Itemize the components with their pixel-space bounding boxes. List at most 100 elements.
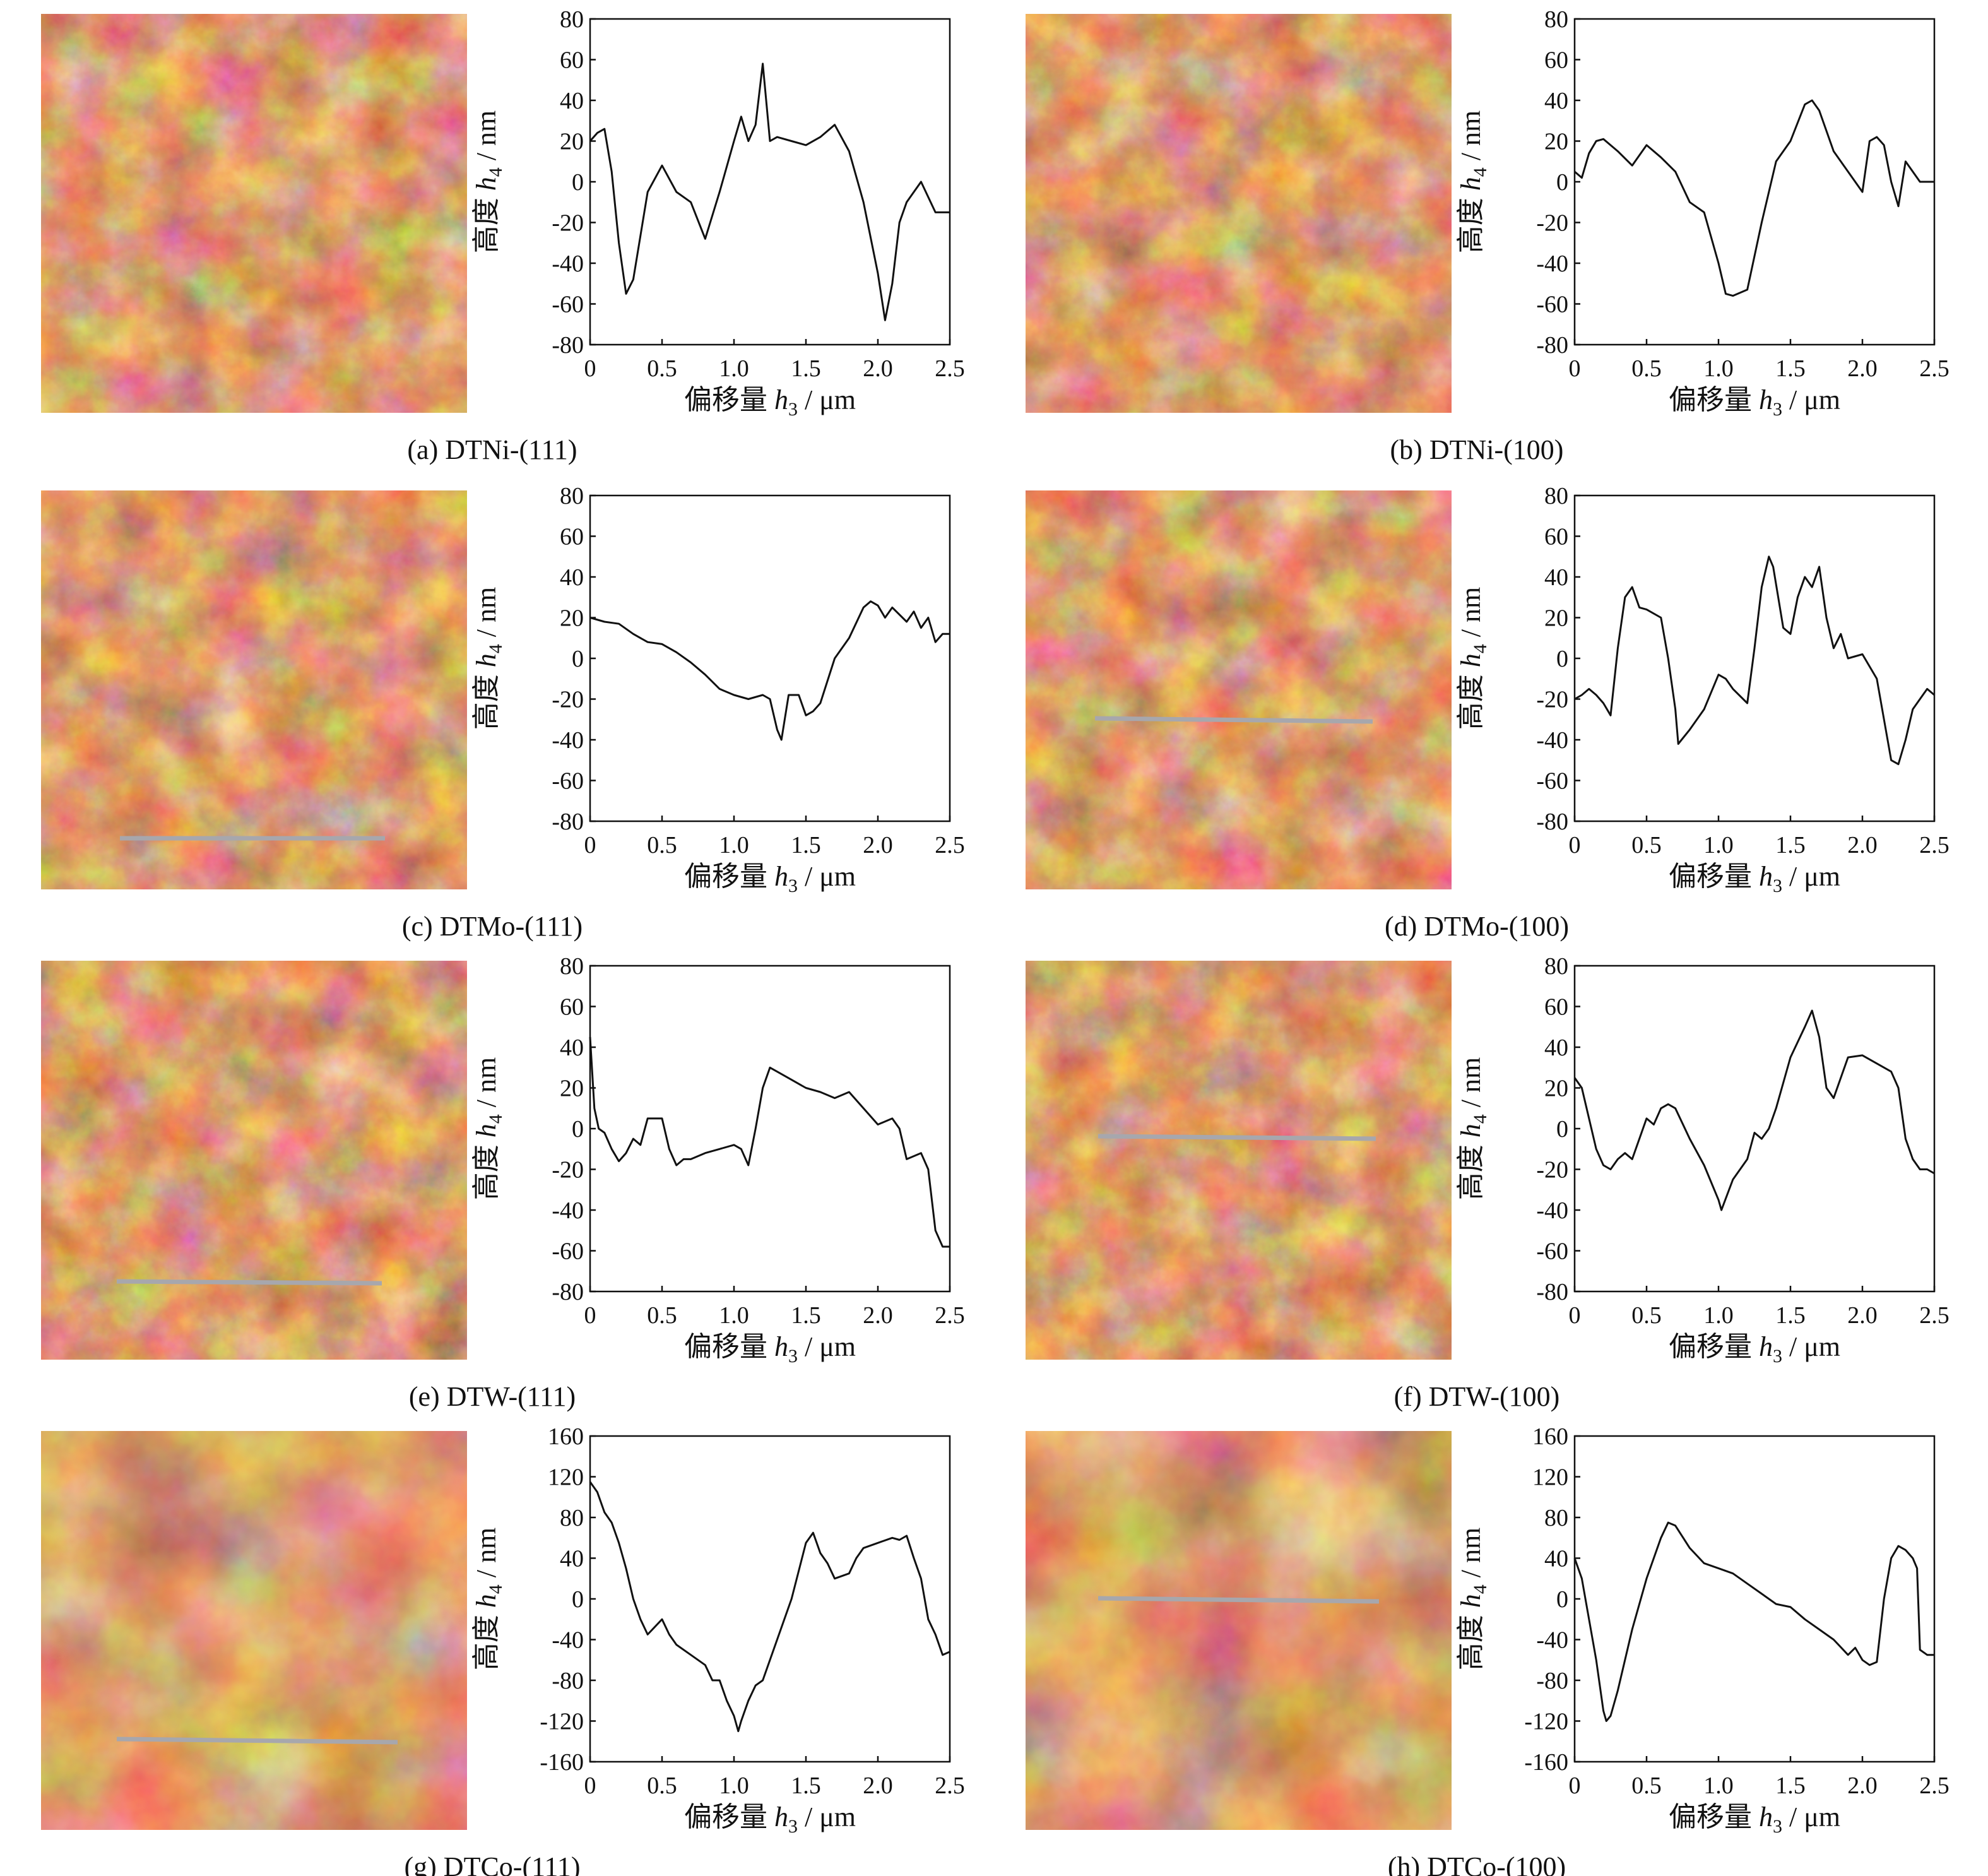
y-tick-label: -40 [1536,727,1568,754]
x-tick-label: 2.0 [863,1772,893,1799]
y-tick-label: 20 [560,1076,584,1102]
y-tick-label: -40 [552,727,584,754]
y-tick-label: -80 [552,1668,584,1694]
y-axis-label: 高度 h4 / nm [1455,1057,1491,1200]
height-profile-series [1573,1009,1935,1211]
y-tick-label: 160 [548,1423,584,1450]
y-tick-label: -20 [1536,1157,1568,1184]
y-tick-label: 80 [1544,953,1568,980]
profile-chart: -80 -60 -40 -20 0 20 40 60 80 0 0.5 1.0 1.5 2.0 2.5 偏移量… [471,6,965,420]
scan-line [1094,716,1373,724]
y-tick-label: 0 [572,1586,584,1613]
y-tick-label: -160 [1524,1749,1568,1776]
panel-b: -80 -60 -40 -20 0 20 40 60 80 0 0.5 1.0 1.5 2.0 2.5 偏移量… [1026,6,1950,465]
x-tick-label: 0 [584,1772,596,1799]
x-tick-label: 1.0 [719,1302,749,1329]
x-tick-label: 2.0 [1847,355,1878,382]
x-tick-label: 0 [1569,1772,1581,1799]
x-tick-label: 1.5 [1775,355,1806,382]
x-tick-label: 1.0 [719,1772,749,1799]
panel-c: -80 -60 -40 -20 0 20 40 60 80 0 0.5 1.0 1.5 2.0 2.5 偏移量… [41,483,965,942]
panel-a: -80 -60 -40 -20 0 20 40 60 80 0 0.5 1.0 1.5 2.0 2.5 偏移量… [41,6,965,465]
panel-f: -80 -60 -40 -20 0 20 40 60 80 0 0.5 1.0 1.5 2.0 2.5 偏移量… [1026,953,1950,1412]
y-axis-label: 高度 h4 / nm [471,1528,506,1670]
y-tick-label: 0 [572,1116,584,1143]
afm-image [1026,1431,1452,1830]
x-tick-label: 1.5 [1775,1302,1806,1329]
y-tick-label: -80 [1536,332,1568,359]
y-tick-label: 120 [548,1464,584,1491]
panel-caption: (h) DTCo-(100) [1388,1851,1566,1876]
x-axis-label: 偏移量 h3 / μm [684,1331,856,1367]
y-tick-label: 60 [1544,994,1568,1021]
profile-chart: -80 -60 -40 -20 0 20 40 60 80 0 0.5 1.0 1.5 2.0 2.5 偏移量… [471,483,965,896]
scan-line [116,1279,382,1286]
y-tick-label: 40 [1544,1035,1568,1061]
profile-chart: -160 -120 -80 -40 0 40 80 120 160 0 0.5 1.0 1.5 2.0 2.… [471,1423,965,1837]
y-tick-label: 40 [560,564,584,591]
afm-image [41,1431,467,1830]
y-tick-label: -80 [1536,809,1568,835]
y-tick-label: -60 [552,292,584,318]
x-tick-label: 1.5 [791,1772,821,1799]
afm-image-texture [1026,961,1452,1360]
panel-caption: (d) DTMo-(100) [1385,911,1569,942]
x-tick-label: 1.0 [1703,832,1734,858]
x-tick-label: 2.5 [935,1302,965,1329]
panel-e: -80 -60 -40 -20 0 20 40 60 80 0 0.5 1.0 1.5 2.0 2.5 偏移量… [41,953,965,1412]
y-tick-label: -80 [552,1279,584,1305]
y-tick-label: 40 [560,88,584,114]
y-tick-label: 40 [1544,1546,1568,1572]
y-tick-label: 0 [572,646,584,672]
x-tick-label: 2.5 [935,832,965,858]
y-tick-label: 20 [1544,129,1568,155]
y-tick-label: 80 [1544,1505,1568,1531]
y-tick-label: -20 [552,210,584,237]
x-tick-label: 0.5 [647,1772,677,1799]
profile-chart: -80 -60 -40 -20 0 20 40 60 80 0 0.5 1.0 1.5 2.0 2.5 偏移量… [1455,953,1950,1367]
afm-image [41,490,467,889]
y-tick-label: -60 [1536,1238,1568,1265]
y-tick-label: 80 [560,1505,584,1531]
profile-chart: -80 -60 -40 -20 0 20 40 60 80 0 0.5 1.0 1.5 2.0 2.5 偏移量… [1455,6,1950,420]
y-tick-label: 20 [1544,605,1568,632]
panel-caption: (g) DTCo-(111) [405,1851,581,1876]
scan-line [1098,1596,1380,1604]
afm-image-texture [41,14,467,413]
y-tick-label: -40 [1536,1627,1568,1654]
y-tick-label: -40 [1536,251,1568,277]
x-tick-label: 2.0 [863,832,893,858]
y-tick-label: 80 [1544,483,1568,509]
y-axis-label: 高度 h4 / nm [1455,587,1491,730]
afm-image [41,961,467,1360]
height-profile-series [589,1481,950,1733]
y-tick-label: -40 [552,1627,584,1654]
y-axis-label: 高度 h4 / nm [471,1057,506,1200]
x-axis-label: 偏移量 h3 / μm [684,384,856,420]
afm-image-texture [1026,1431,1452,1830]
x-tick-label: 1.0 [1703,1302,1734,1329]
profile-chart: -80 -60 -40 -20 0 20 40 60 80 0 0.5 1.0 1.5 2.0 2.5 偏移量… [1455,483,1950,896]
x-axis-label: 偏移量 h3 / μm [1669,1331,1840,1367]
y-tick-label: -40 [1536,1197,1568,1224]
x-tick-label: 0.5 [1631,832,1662,858]
y-tick-label: -80 [552,809,584,835]
panel-d: -80 -60 -40 -20 0 20 40 60 80 0 0.5 1.0 1.5 2.0 2.5 偏移量… [1026,483,1950,942]
x-tick-label: 2.5 [935,1772,965,1799]
x-tick-label: 2.0 [1847,1772,1878,1799]
y-tick-label: -60 [1536,292,1568,318]
x-tick-label: 0.5 [1631,1772,1662,1799]
y-tick-label: -60 [552,768,584,795]
height-profile-series [1574,555,1935,766]
height-profile-series [1573,1521,1934,1722]
afm-image-texture [1026,14,1452,413]
y-tick-label: 80 [560,6,584,33]
y-tick-label: 0 [1556,1586,1568,1613]
panel-caption: (a) DTNi-(111) [407,434,577,465]
y-tick-label: 0 [1556,169,1568,196]
y-tick-label: 160 [1532,1423,1568,1450]
height-profile-series [589,62,950,321]
plot-frame [1573,18,1936,346]
afm-image-texture [1026,490,1452,889]
x-tick-label: 0 [1569,1302,1581,1329]
